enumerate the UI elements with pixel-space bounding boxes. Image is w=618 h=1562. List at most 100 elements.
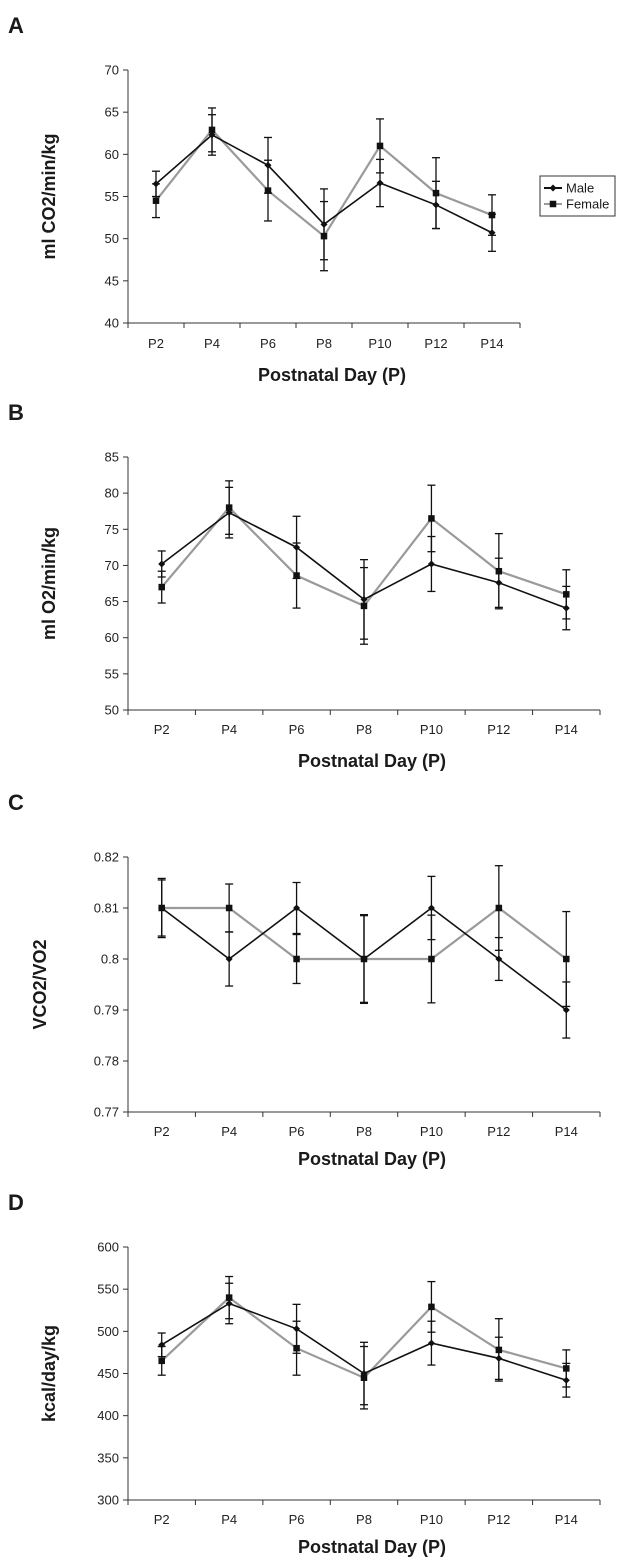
panel-letter: A [8, 13, 24, 38]
series-male [152, 114, 496, 261]
panel-letter: B [8, 400, 24, 425]
data-point [158, 904, 166, 912]
x-tick-label: P8 [356, 1124, 372, 1139]
x-axis-title: Postnatal Day (P) [258, 365, 406, 385]
x-tick-label: P10 [368, 336, 391, 351]
x-tick-label: P14 [480, 336, 503, 351]
x-tick-label: P12 [424, 336, 447, 351]
x-tick-label: P14 [555, 1512, 578, 1527]
legend-marker [549, 200, 557, 208]
y-tick-label: 60 [105, 630, 119, 645]
data-point [427, 560, 435, 568]
x-tick-label: P6 [260, 336, 276, 351]
x-tick-label: P6 [289, 1124, 305, 1139]
x-tick-label: P10 [420, 1512, 443, 1527]
x-tick-label: P12 [487, 1124, 510, 1139]
x-tick-label: P4 [221, 1124, 237, 1139]
data-point [428, 515, 435, 522]
data-point [495, 1354, 503, 1362]
x-axis-title: Postnatal Day (P) [298, 1149, 446, 1169]
x-tick-label: P4 [221, 1512, 237, 1527]
x-tick-label: P14 [555, 722, 578, 737]
x-axis-title: Postnatal Day (P) [298, 1537, 446, 1557]
data-point [225, 955, 233, 963]
y-tick-label: 65 [105, 105, 119, 120]
y-tick-label: 50 [105, 703, 119, 718]
y-tick-label: 55 [105, 189, 119, 204]
chart-panel-c: C 0.77 0.78 0.79 0.8 0.81 0.82 P2 P4 P6 P8 P10 P12 P1… [8, 790, 601, 1169]
legend-item-male: Male [544, 181, 594, 196]
series-male [157, 1282, 571, 1406]
y-tick-label: 0.81 [94, 901, 119, 916]
y-tick-label: 45 [105, 273, 119, 288]
legend-marker [549, 184, 557, 192]
series-male [157, 875, 571, 1039]
y-tick-label: 70 [105, 63, 119, 78]
x-tick-label: P12 [487, 1512, 510, 1527]
data-point [376, 142, 384, 150]
y-tick-label: 50 [105, 231, 119, 246]
x-tick-label: P4 [204, 336, 220, 351]
data-point [495, 579, 503, 587]
y-tick-label: 450 [97, 1366, 119, 1381]
x-tick-label: P8 [356, 1512, 372, 1527]
x-axis-title: Postnatal Day (P) [298, 751, 446, 771]
data-point [293, 955, 300, 963]
x-tick-label: P2 [154, 1512, 170, 1527]
y-tick-label: 70 [105, 558, 119, 573]
legend-box [539, 175, 616, 217]
y-tick-label: 350 [97, 1450, 119, 1465]
data-point [225, 509, 233, 517]
data-point [495, 904, 503, 912]
legend-label: Female [566, 197, 609, 212]
y-axis-title: kcal/day/kg [39, 1325, 59, 1422]
y-tick-label: 0.77 [94, 1105, 119, 1120]
y-tick-label: 300 [97, 1493, 119, 1508]
chart-panel-a: A 40 45 50 55 60 65 70 P2 P4 P6 P8 P10 P12 P14 Postnata… [8, 13, 616, 385]
y-axis-title: ml O2/min/kg [39, 527, 59, 640]
y-tick-label: 0.78 [94, 1054, 119, 1069]
y-tick-label: 400 [97, 1408, 119, 1423]
panel-letter: C [8, 790, 24, 815]
y-tick-label: 550 [97, 1282, 119, 1297]
y-tick-label: 65 [105, 594, 119, 609]
data-point [158, 583, 165, 591]
data-point [264, 161, 272, 169]
y-axis-title: VCO2/VO2 [30, 939, 50, 1029]
data-point [225, 904, 233, 912]
data-point [427, 904, 435, 912]
panel-letter: D [8, 1190, 24, 1215]
y-tick-label: 60 [105, 147, 119, 162]
x-tick-label: P2 [154, 722, 170, 737]
x-tick-label: P14 [555, 1124, 578, 1139]
x-tick-label: P8 [316, 336, 332, 351]
data-point [562, 604, 570, 612]
data-point [488, 229, 496, 237]
data-point [152, 197, 160, 204]
x-tick-label: P12 [487, 722, 510, 737]
y-tick-label: 75 [105, 522, 119, 537]
data-point [428, 955, 435, 963]
y-tick-label: 600 [97, 1240, 119, 1255]
x-tick-label: P4 [221, 722, 237, 737]
data-point [158, 560, 166, 568]
x-tick-label: P2 [148, 336, 164, 351]
x-tick-label: P10 [420, 1124, 443, 1139]
x-tick-label: P8 [356, 722, 372, 737]
x-tick-label: P6 [289, 722, 305, 737]
data-point [563, 955, 570, 963]
data-point [360, 595, 368, 603]
data-point [158, 1357, 165, 1365]
data-point [360, 955, 368, 963]
data-point [293, 543, 301, 551]
data-point [427, 1339, 435, 1347]
series-male [157, 486, 571, 640]
y-tick-label: 40 [105, 316, 119, 331]
data-point [158, 1341, 166, 1349]
chart-panel-d: D 300 350 400 450 500 550 600 P2 P4 P6 P8 P10 P12 P14 P… [8, 1190, 601, 1557]
data-point [225, 1300, 233, 1308]
data-point [293, 1325, 301, 1333]
y-tick-label: 55 [105, 666, 119, 681]
data-point [293, 904, 301, 912]
